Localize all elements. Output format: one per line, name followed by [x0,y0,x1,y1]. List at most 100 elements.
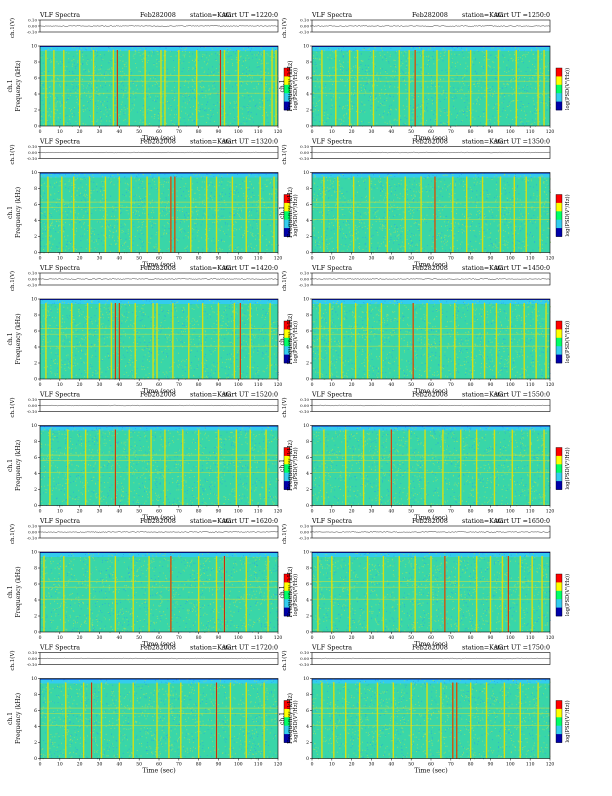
y-tick-label: 2 [34,108,37,114]
colorbar-segment [284,93,290,102]
x-tick-label: 30 [369,256,375,262]
x-tick-label: 40 [388,635,394,641]
x-tick-label: 40 [388,129,394,135]
trace-line [39,278,279,280]
x-tick-label: 30 [369,382,375,388]
trace-line [311,278,551,280]
y-tick-label: 6 [34,582,37,588]
x-tick-label: 10 [57,635,63,641]
x-tick-label: 20 [349,129,355,135]
x-tick-label: 10 [57,256,63,262]
y-tick-label: 8 [306,313,309,319]
colorbar-segment [284,228,290,237]
colorbar-label: log(PSD(V²/Hz)) [292,321,299,363]
trace-ylabel: ch.1(V) [9,18,16,38]
panel-header-title: VLF Spectra [311,265,352,272]
x-tick-label: 110 [526,509,535,515]
spectrogram-high-band [312,552,550,557]
trace-ylabel: ch.1(V) [281,524,288,544]
y-tick-label: 8 [34,60,37,66]
x-tick-label: 40 [388,762,394,768]
x-axis-label: Time (sec) [414,262,447,269]
spectrogram-speckle [40,46,279,127]
y-tick-label: 4 [306,724,309,730]
x-tick-label: 40 [116,635,122,641]
colorbar-label: log(PSD(V²/Hz)) [292,194,299,236]
y-tick-label: 10 [31,423,37,429]
colorbar-label: log(PSD(V²/Hz)) [564,574,571,616]
x-tick-label: 30 [97,635,103,641]
trace-tick-label: 0.10 [28,397,37,402]
x-tick-label: 0 [311,509,314,515]
x-axis-label: Time (sec) [142,641,175,648]
x-tick-label: 30 [97,762,103,768]
colorbar-segment [556,455,562,465]
x-tick-label: 80 [468,129,474,135]
y-axis-channel-label: ch.1 [279,712,286,725]
x-tick-label: 0 [39,382,42,388]
x-tick-label: 30 [97,509,103,515]
trace-tick-label: 0.00 [300,403,309,408]
x-tick-label: 90 [216,509,222,515]
x-tick-label: 10 [57,129,63,135]
x-tick-label: 80 [468,635,474,641]
colorbar-segment [556,93,562,102]
trace-ylabel: ch.1(V) [9,524,16,544]
y-tick-label: 6 [306,329,309,335]
x-tick-label: 40 [116,256,122,262]
panel-header-station: station=KAG [190,645,231,652]
x-tick-label: 120 [274,382,283,388]
spectrogram-high-band [312,172,550,178]
y-tick-label: 4 [34,471,37,477]
x-tick-label: 40 [116,382,122,388]
x-tick-label: 20 [349,509,355,515]
x-tick-label: 90 [488,762,494,768]
y-axis-label: Frequency (kHz) [15,693,22,744]
y-axis-label: Frequency (kHz) [287,187,294,238]
x-tick-label: 50 [136,129,142,135]
colorbar-frame [283,67,291,111]
panel-header-title: VLF Spectra [39,12,80,19]
trace-ylabel: ch.1(V) [9,397,16,417]
x-tick-label: 120 [274,129,283,135]
x-tick-label: 100 [234,256,243,262]
y-tick-label: 2 [34,361,37,367]
x-tick-label: 100 [234,129,243,135]
trace-tick-label: 0.00 [300,277,309,282]
panel-header-title: VLF Spectra [311,139,352,146]
x-tick-label: 100 [506,256,515,262]
y-axis-label: Frequency (kHz) [15,187,22,238]
panel-header-date: Feb282008 [412,392,448,399]
panel-header-station: station=KAG [190,392,231,399]
trace-tick-label: 0.10 [300,524,309,529]
y-tick-label: 4 [34,598,37,604]
spectrogram-field [40,425,278,506]
trace-ylabel: ch.1(V) [9,650,16,670]
spectrogram-field [40,552,278,632]
y-tick-label: 6 [34,202,37,208]
x-tick-label: 60 [428,635,434,641]
x-tick-label: 100 [234,635,243,641]
colorbar-segment [556,717,562,726]
colorbar-segment [556,590,562,600]
colorbar-segment [284,321,290,330]
x-tick-label: 90 [488,509,494,515]
colorbar-segment [284,219,290,229]
spectrogram-speckle [312,46,551,127]
x-tick-label: 10 [329,762,335,768]
colorbar-label: log(PSD(V²/Hz)) [564,700,571,742]
x-tick-label: 0 [39,635,42,641]
x-tick-label: 120 [546,382,555,388]
colorbar-segment [284,329,290,339]
y-tick-label: 4 [306,218,309,224]
spectrogram-high-band [40,678,278,684]
panel-header-title: VLF Spectra [311,645,352,652]
trace-tick-label: 0.10 [300,18,309,23]
trace-tick-label: 0.00 [28,656,37,661]
x-tick-label: 60 [156,256,162,262]
panel-header-station: station=KAG [190,12,231,19]
panel-header-date: Feb282008 [140,12,176,19]
x-tick-label: 50 [408,509,414,515]
